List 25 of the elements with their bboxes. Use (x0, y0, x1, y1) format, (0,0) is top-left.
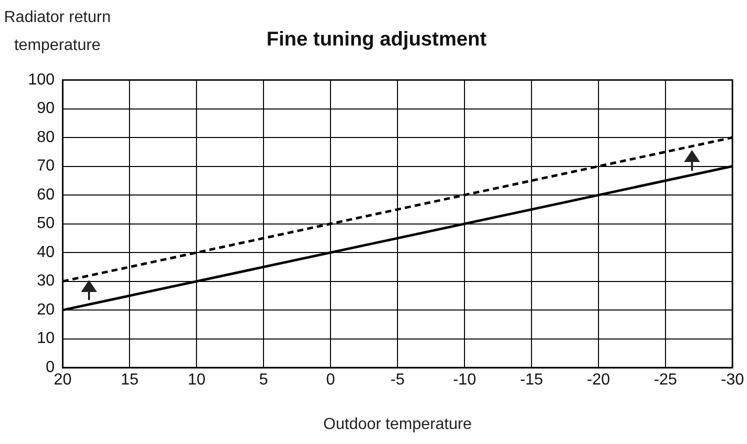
x-tick-label: 0 (326, 372, 336, 389)
y-tick-label: 70 (36, 158, 55, 175)
x-tick-label: -30 (720, 372, 744, 389)
y-axis-title: Radiator return temperature (4, 8, 111, 56)
chart-title: Fine tuning adjustment (266, 28, 487, 51)
x-tick-label: -20 (586, 372, 610, 389)
y-tick-label: 90 (36, 100, 55, 118)
y-tick-label: 60 (36, 186, 55, 204)
x-tick-label: 15 (120, 372, 139, 389)
x-tick-label: 20 (54, 372, 72, 389)
y-tick-label: 10 (36, 330, 55, 348)
x-tick-label: 10 (188, 372, 206, 389)
y-tick-label: 100 (28, 71, 55, 88)
x-tick-label: -5 (390, 372, 405, 389)
x-tick-label: -15 (520, 372, 544, 389)
y-tick-label: 40 (36, 244, 55, 261)
x-tick-label: 5 (259, 372, 268, 389)
x-tick-label: -25 (654, 372, 678, 389)
x-tick-label: -10 (452, 372, 476, 389)
y-tick-label: 20 (36, 301, 55, 318)
y-tick-label: 30 (36, 272, 55, 290)
y-tick-label: 0 (46, 359, 55, 376)
y-tick-label: 50 (36, 215, 55, 232)
y-tick-label: 80 (36, 128, 55, 146)
x-axis-title: Outdoor temperature (323, 416, 472, 433)
